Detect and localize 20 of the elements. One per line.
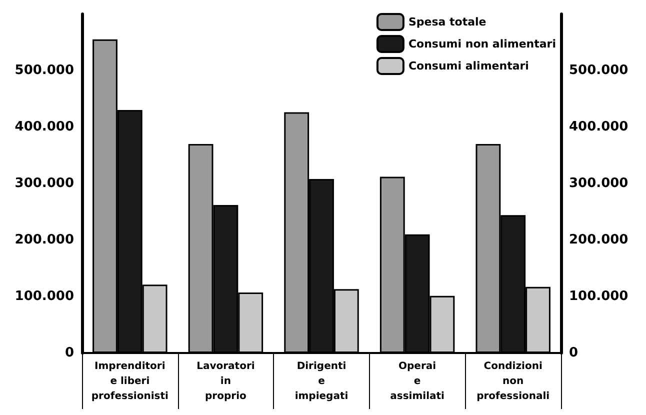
x-tick-label: Lavoratori in proprio xyxy=(196,361,255,402)
y-tick-label: 200.000 xyxy=(14,232,74,248)
x-tick-label: Operai e assimilati xyxy=(390,361,444,402)
y2-tick-label: 400.000 xyxy=(569,120,628,134)
legend-label: Spesa totale xyxy=(408,16,486,28)
x-tick-label: Imprenditori e liberi professionisti xyxy=(91,361,168,402)
y2-tick-label: 300.000 xyxy=(569,176,628,191)
legend-label: Consumi alimentari xyxy=(408,60,529,72)
y-tick-label: 300.000 xyxy=(14,176,74,191)
y-tick-label: 0 xyxy=(64,346,74,360)
y-tick-label: 500.000 xyxy=(14,63,74,78)
y-tick-label: 100.000 xyxy=(14,289,74,304)
y2-tick-label: 200.000 xyxy=(569,232,628,248)
x-tick-label: Condizioni non professionali xyxy=(476,361,550,402)
y2-tick-label: 500.000 xyxy=(569,63,628,78)
x-tick-label: Dirigenti e impiegati xyxy=(294,361,348,402)
y2-tick-label: 0 xyxy=(569,346,578,360)
y2-tick-label: 100.000 xyxy=(569,289,628,304)
y-tick-label: 400.000 xyxy=(14,120,74,134)
legend-label: Consumi non alimentari xyxy=(408,38,556,50)
